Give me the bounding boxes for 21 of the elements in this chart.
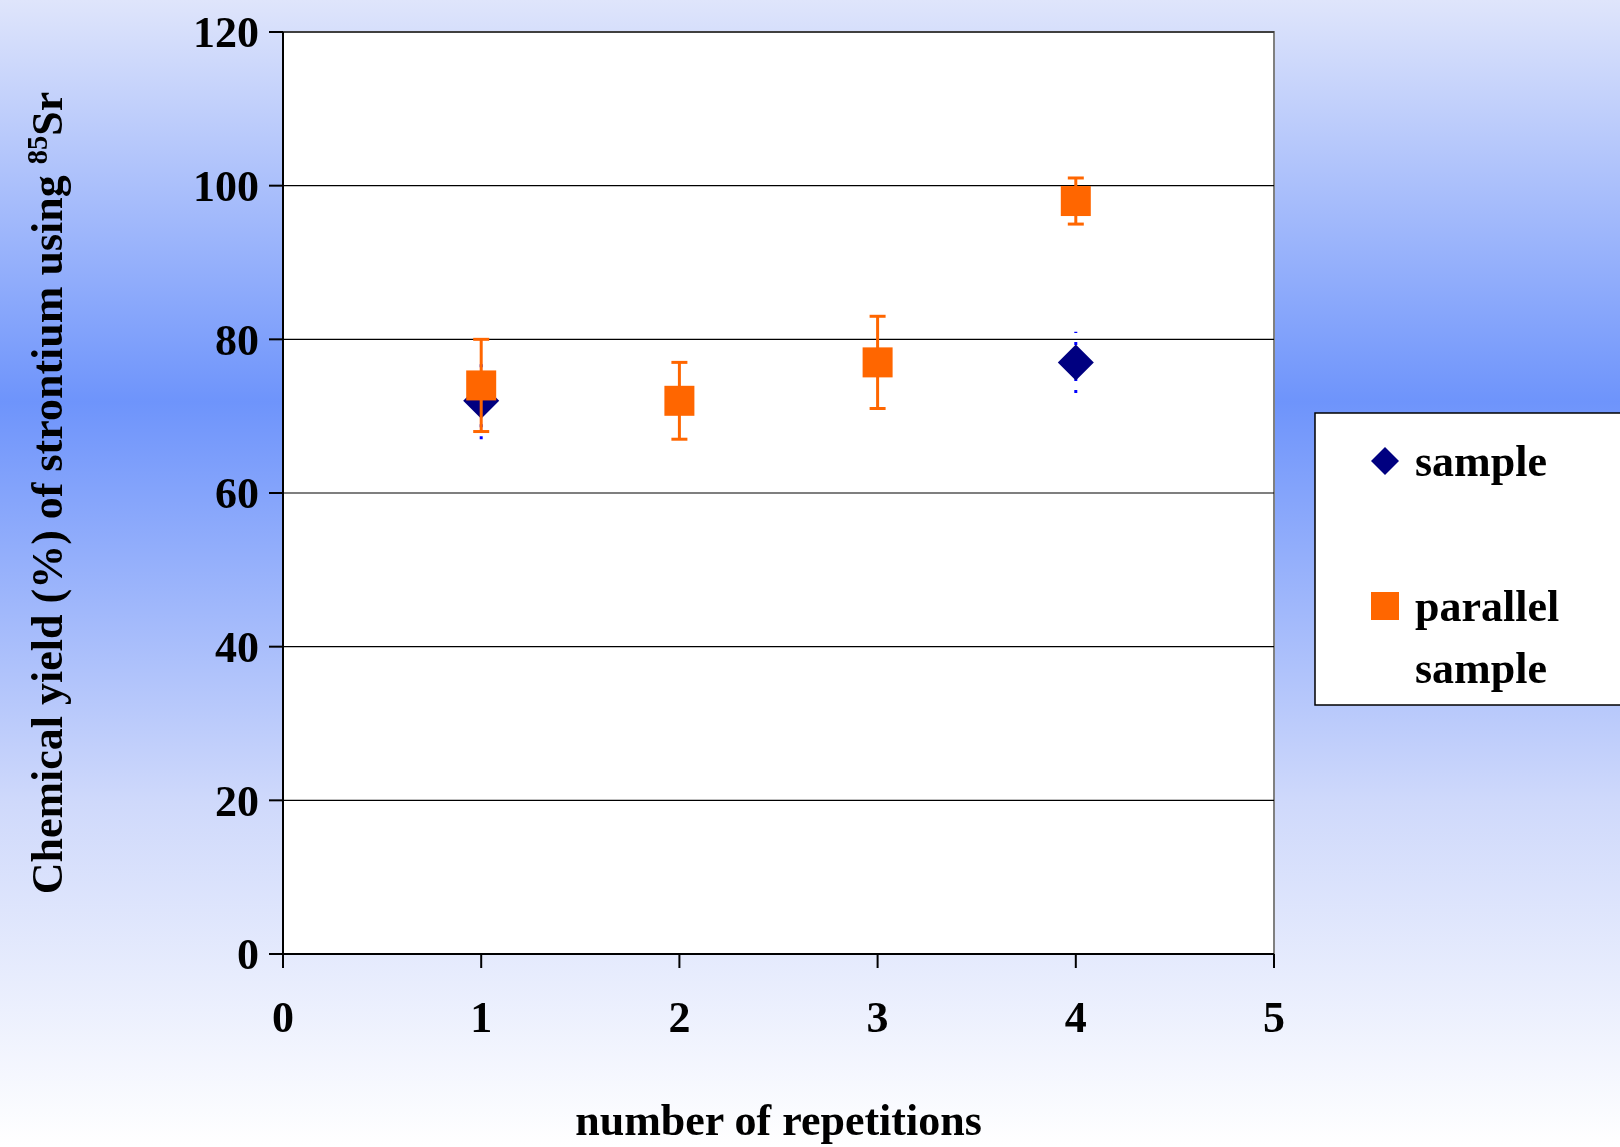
x-tick-label: 5 bbox=[1263, 993, 1285, 1042]
point bbox=[664, 385, 695, 416]
y-tick-label: 0 bbox=[237, 930, 259, 980]
y-tick-label: 20 bbox=[215, 776, 259, 826]
x-tick-label: 1 bbox=[470, 993, 493, 1042]
legend-label: sample bbox=[1415, 437, 1547, 487]
x-tick-label: 0 bbox=[272, 993, 294, 1042]
legend-label: parallel sample bbox=[1415, 582, 1560, 693]
y-tick-label: 100 bbox=[193, 162, 259, 212]
point bbox=[1057, 344, 1094, 381]
x-tick-label: 4 bbox=[1064, 993, 1087, 1042]
y-tick-label: 80 bbox=[215, 315, 259, 365]
x-tick-label: 3 bbox=[866, 993, 889, 1042]
point bbox=[466, 370, 497, 401]
x-tick-label: 2 bbox=[668, 993, 691, 1042]
y-tick-label: 60 bbox=[215, 469, 259, 519]
point bbox=[1060, 186, 1091, 217]
y-tick-label: 120 bbox=[193, 8, 259, 58]
point bbox=[862, 347, 893, 378]
y-tick-label: 40 bbox=[215, 623, 259, 673]
x-axis-title: number of repetitions bbox=[575, 1096, 982, 1145]
